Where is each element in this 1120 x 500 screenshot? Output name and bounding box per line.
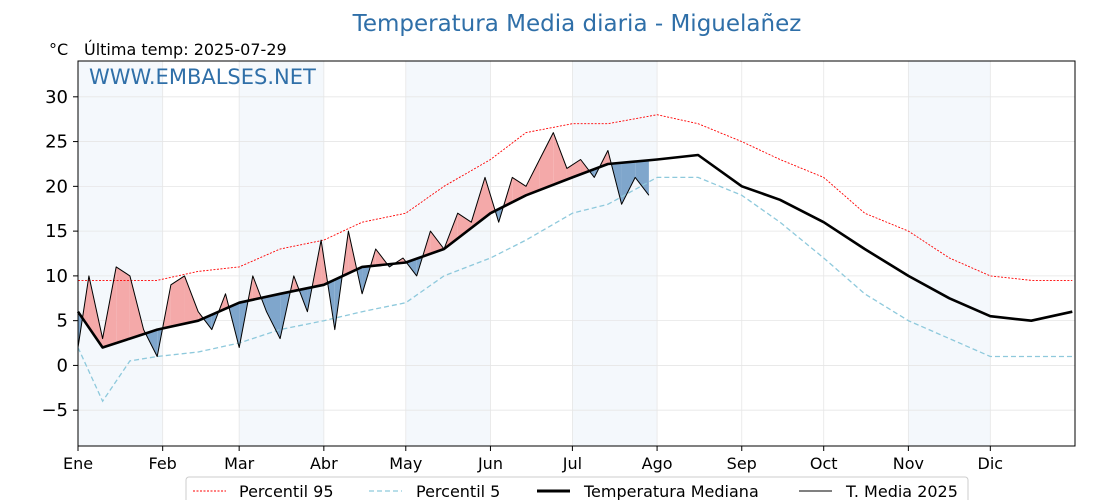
line-percentil-5 bbox=[77, 176, 1073, 403]
above-median-fill bbox=[553, 132, 567, 185]
above-median-fill bbox=[116, 266, 130, 344]
x-tick-label-nov: Nov bbox=[893, 454, 924, 473]
above-median-fill bbox=[184, 275, 199, 324]
plot-frame bbox=[77, 60, 1076, 447]
watermark: WWW.EMBALSES.NET bbox=[89, 65, 316, 89]
series-lines bbox=[76, 114, 1073, 403]
below-median-fill bbox=[266, 293, 281, 339]
chart-title: Temperatura Media diaria - Miguelañez bbox=[352, 11, 802, 37]
legend-label-median: Temperatura Mediana bbox=[583, 482, 759, 500]
x-tick-label-sep: Sep bbox=[727, 454, 757, 473]
x-tick-label-oct: Oct bbox=[810, 454, 838, 473]
month-band-nov bbox=[908, 61, 991, 446]
month-band-ene bbox=[78, 61, 163, 446]
above-median-fill bbox=[525, 159, 540, 196]
line-temperatura-mediana bbox=[76, 153, 1073, 349]
below-median-fill bbox=[621, 161, 636, 205]
y-tick-label: 10 bbox=[45, 266, 68, 287]
y-tick-label: 15 bbox=[45, 221, 68, 242]
above-median-fill bbox=[129, 275, 144, 339]
x-tick-label-may: May bbox=[389, 454, 422, 473]
above-median-fill bbox=[170, 275, 185, 327]
y-tick-label: 25 bbox=[45, 132, 68, 153]
x-tick-label-ene: Ene bbox=[63, 454, 93, 473]
x-tick-label-ago: Ago bbox=[642, 454, 673, 473]
line-t-media-2025 bbox=[77, 132, 650, 357]
line-percentil-95 bbox=[78, 114, 1073, 281]
y-tick-label: 30 bbox=[45, 87, 68, 108]
below-median-fill bbox=[635, 160, 649, 196]
y-tick-label: 0 bbox=[57, 355, 68, 376]
legend-label-p5: Percentil 5 bbox=[416, 482, 500, 500]
below-median-fill bbox=[405, 258, 417, 276]
y-tick-label: −5 bbox=[41, 400, 68, 421]
y-tick-label: 5 bbox=[57, 311, 68, 332]
x-tick-label-jul: Jul bbox=[562, 454, 582, 473]
month-band-jul bbox=[572, 61, 658, 446]
legend-box bbox=[185, 476, 969, 500]
legend-label-p95: Percentil 95 bbox=[239, 482, 334, 500]
x-tick-label-feb: Feb bbox=[149, 454, 177, 473]
x-tick-label-jun: Jun bbox=[477, 454, 503, 473]
grid-lines bbox=[77, 61, 1075, 446]
x-tick-label-dic: Dic bbox=[978, 454, 1004, 473]
last-temp-label: Última temp: 2025-07-29 bbox=[84, 40, 287, 59]
month-band-may bbox=[405, 61, 491, 446]
y-unit-label: °C bbox=[49, 40, 68, 59]
legend-label-current: T. Media 2025 bbox=[845, 482, 958, 500]
y-axis: −5 0 5 10 15 20 25 30 bbox=[41, 87, 78, 421]
above-median-fill bbox=[539, 132, 554, 191]
month-bands bbox=[78, 61, 991, 446]
x-tick-label-mar: Mar bbox=[224, 454, 255, 473]
month-band-mar bbox=[239, 61, 324, 446]
y-tick-label: 20 bbox=[45, 176, 68, 197]
legend: Percentil 95 Percentil 5 Temperatura Med… bbox=[185, 476, 969, 500]
x-axis: Ene Feb Mar Abr May Jun Jul Ago Sep Oct Nov Dic bbox=[63, 446, 1003, 473]
above-median-fill bbox=[457, 213, 472, 239]
x-tick-label-abr: Abr bbox=[310, 454, 338, 473]
above-median-fill bbox=[430, 231, 445, 254]
